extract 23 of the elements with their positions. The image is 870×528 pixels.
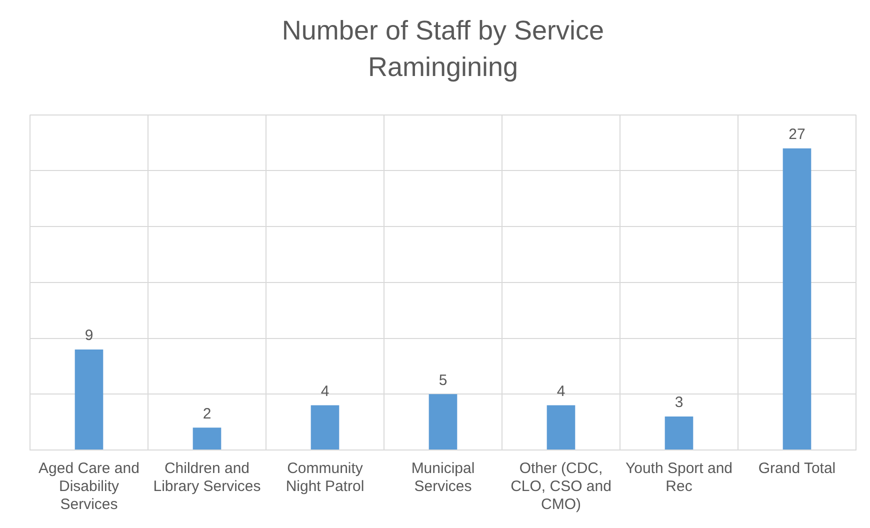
x-tick-label: Other (CDC, CLO, CSO and CMO)	[510, 460, 612, 514]
bar	[546, 405, 576, 450]
x-tick-label: Community Night Patrol	[286, 460, 364, 496]
bar	[428, 394, 458, 450]
x-tick-label: Grand Total	[758, 460, 836, 478]
x-tick-label: Municipal Services	[411, 460, 475, 496]
data-label: 9	[84, 327, 94, 344]
chart-title: Number of Staff by Service	[282, 16, 604, 46]
bar	[664, 416, 694, 450]
bar	[192, 428, 222, 450]
data-label: 4	[320, 382, 330, 400]
data-label: 2	[202, 405, 212, 422]
data-label: 27	[788, 126, 806, 143]
x-tick-label: Youth Sport and Rec	[625, 460, 733, 496]
chart-subtitle: Ramingining	[368, 52, 518, 82]
x-tick-label: Aged Care and Disability Services	[38, 460, 140, 514]
bar	[782, 148, 812, 450]
data-label: 4	[556, 382, 566, 400]
x-tick-label: Children and Library Services	[153, 460, 261, 496]
bar	[74, 349, 104, 450]
data-label: 5	[438, 372, 448, 389]
data-label: 3	[674, 394, 684, 412]
bar	[310, 405, 340, 450]
